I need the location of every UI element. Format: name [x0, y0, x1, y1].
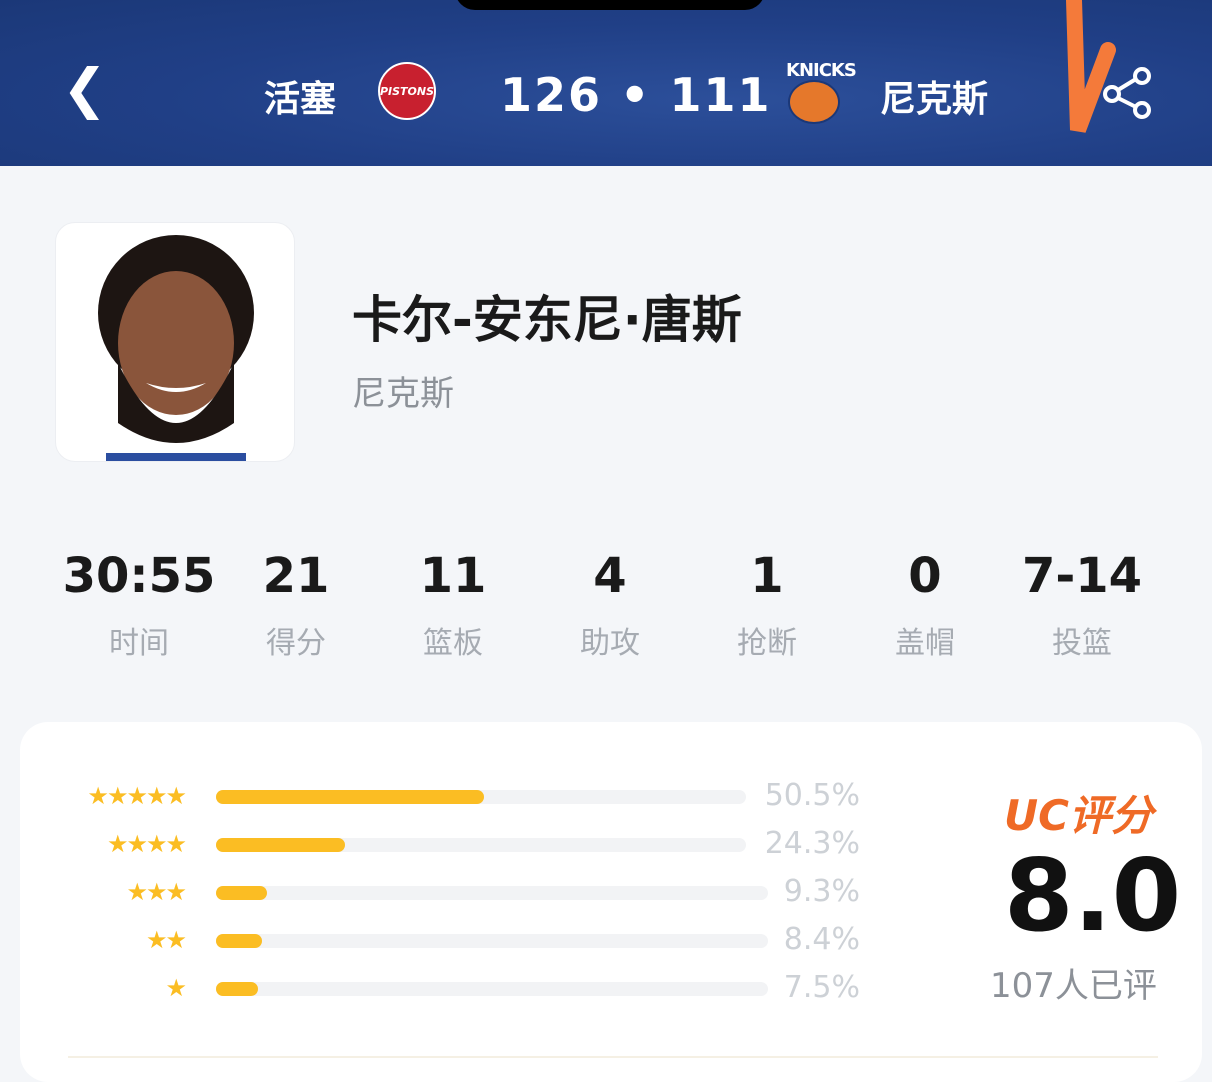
stat-item: 11 篮板: [373, 548, 533, 662]
knicks-logo-text: KNICKS: [786, 60, 857, 81]
pistons-logo: PISTONS: [378, 62, 436, 120]
stat-label: 得分: [266, 626, 326, 661]
rating-bar-track: [216, 790, 746, 804]
camera-notch: [455, 0, 765, 10]
rating-count: 107人已评: [990, 966, 1157, 1006]
stat-value: 0: [908, 548, 942, 604]
stat-value: 11: [419, 548, 487, 604]
player-name: 卡尔-安东尼·唐斯: [352, 291, 742, 349]
rating-bar-fill: [216, 838, 345, 852]
stat-item: 0 盖帽: [845, 548, 1005, 662]
star-icons: ★★★★: [106, 830, 187, 858]
rating-row: ★ 7.5%: [20, 970, 880, 1005]
rating-row: ★★★★ 24.3%: [20, 826, 880, 861]
stat-value: 1: [750, 548, 784, 604]
star-icons: ★★★★★: [87, 782, 187, 810]
stat-value: 4: [593, 548, 627, 604]
rating-bar-fill: [216, 886, 268, 900]
rating-card: ★★★★★ 50.5% ★★★★ 24.3% ★★★ 9.3% ★★ 8.4% ★ 7.5% UC…: [20, 722, 1202, 1082]
stat-item: 4 助攻: [530, 548, 690, 662]
back-button[interactable]: ❮: [62, 57, 108, 120]
rating-bar-track: [216, 982, 768, 996]
rating-bar-fill: [216, 982, 258, 996]
rating-percent: 7.5%: [783, 970, 860, 1005]
rating-row: ★★★ 9.3%: [20, 874, 880, 909]
knicks-logo: [788, 80, 840, 124]
pistons-logo-text: PISTONS: [379, 84, 435, 98]
stat-label: 投篮: [1052, 626, 1112, 661]
star-icons: ★★★: [126, 878, 187, 906]
rating-percent: 24.3%: [764, 826, 860, 861]
stat-value: 7-14: [1021, 548, 1143, 604]
stat-label: 时间: [109, 626, 169, 661]
stat-item: 1 抢断: [687, 548, 847, 662]
game-header: ❮ 活塞 PISTONS 126 • 111 KNICKS 尼克斯: [0, 0, 1212, 166]
player-photo: [55, 222, 295, 462]
home-team-name: 活塞: [264, 79, 337, 120]
stat-item: 30:55 时间: [59, 548, 219, 662]
rating-score: 8.0: [1004, 837, 1182, 954]
stat-item: 7-14 投篮: [1002, 548, 1162, 662]
rating-bar-track: [216, 934, 768, 948]
star-icons: ★★: [145, 926, 187, 954]
score: 126 • 111: [500, 68, 772, 122]
rating-row: ★★ 8.4%: [20, 922, 880, 957]
rating-bar-track: [216, 886, 768, 900]
annotation-mark: [1066, 0, 1116, 133]
away-team-name: 尼克斯: [880, 79, 989, 120]
stat-label: 抢断: [737, 626, 797, 661]
divider: [68, 1056, 1158, 1058]
star-icons: ★: [165, 974, 186, 1002]
rating-bar-fill: [216, 934, 263, 948]
stat-label: 助攻: [580, 626, 640, 661]
rating-title: UC评分: [1004, 791, 1153, 840]
stat-value: 21: [262, 548, 330, 604]
rating-row: ★★★★★ 50.5%: [20, 778, 880, 813]
rating-percent: 50.5%: [764, 778, 860, 813]
rating-bar-track: [216, 838, 746, 852]
stat-label: 盖帽: [895, 626, 955, 661]
player-team: 尼克斯: [352, 374, 454, 414]
share-icon[interactable]: [1100, 66, 1154, 120]
stat-item: 21 得分: [216, 548, 376, 662]
rating-bar-fill: [216, 790, 484, 804]
rating-percent: 9.3%: [783, 874, 860, 909]
stat-label: 篮板: [423, 626, 483, 661]
stat-value: 30:55: [62, 548, 216, 604]
rating-percent: 8.4%: [783, 922, 860, 957]
